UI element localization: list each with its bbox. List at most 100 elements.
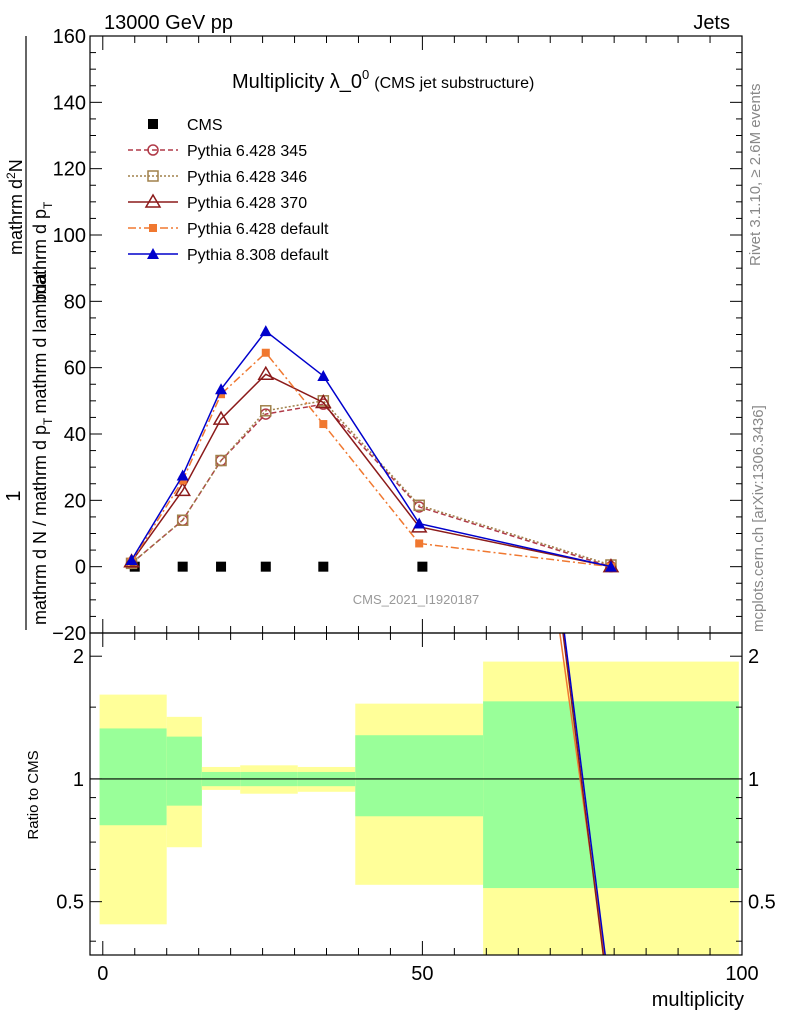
- legend-label-1: Pythia 6.428 345: [187, 143, 307, 160]
- legend-item-1: Pythia 6.428 345: [128, 143, 307, 160]
- series-0-point-1: [177, 561, 188, 572]
- ratio-y-label: Ratio to CMS: [25, 750, 42, 839]
- legend-marker-0: [148, 119, 158, 129]
- legend: CMS Pythia 6.428 345 Pythia 6.428 346 Pythi…: [128, 117, 329, 264]
- series-0-point-4: [318, 561, 329, 572]
- legend-label-0: CMS: [187, 117, 223, 134]
- y-tick-label-20: 20: [64, 490, 86, 512]
- legend-label-4: Pythia 6.428 default: [187, 221, 329, 238]
- y-label-den-main: mathrm d N / mathrm d p: [30, 425, 50, 625]
- series-line-2: [131, 400, 612, 566]
- ratio-tick-label-right-2: 2: [748, 646, 759, 668]
- legend-item-3: Pythia 6.428 370: [128, 193, 307, 212]
- series-2-point-5: [413, 499, 425, 512]
- series-line-3: [130, 373, 612, 568]
- legend-item-2: Pythia 6.428 346: [128, 169, 307, 186]
- y-label-top-num-tail: N: [6, 159, 26, 172]
- series-5-point-5: [413, 517, 426, 529]
- axes: −20 0 20 40 60 80 100 120 140 160 0 50 100 0.5 0.5 1 1 2 2: [52, 26, 776, 985]
- ratio-band-green-6: [483, 701, 739, 889]
- legend-label-2: Pythia 6.428 346: [187, 169, 307, 186]
- series-0-point-3: [260, 561, 271, 572]
- series-3-point-4: [315, 394, 332, 409]
- series-5-point-6: [604, 560, 617, 572]
- series-0-point-5: [417, 561, 428, 572]
- series-2-point-1: [176, 514, 189, 526]
- series-5: [125, 325, 617, 572]
- side-mcplots: mcplots.cern.ch [arXiv:1306.3436]: [750, 405, 767, 632]
- chart-title-main: Multiplicity λ_0: [232, 71, 362, 93]
- ratio-band-green-5: [355, 735, 484, 817]
- legend-marker-5: [147, 248, 159, 259]
- legend-marker-2: [147, 170, 159, 182]
- series-line-5: [130, 330, 612, 568]
- series-0-point-2: [216, 561, 227, 572]
- ratio-tick-label-0.5: 0.5: [56, 892, 84, 914]
- legend-item-4: Pythia 6.428 default: [128, 221, 329, 238]
- legend-item-5: Pythia 8.308 default: [128, 247, 329, 264]
- ratio-tick-label-2: 2: [73, 646, 84, 668]
- series-5-point-3: [259, 325, 272, 337]
- y-tick-label-120: 120: [53, 159, 86, 181]
- y-tick-label-40: 40: [64, 424, 86, 446]
- x-axis-label: multiplicity: [652, 989, 744, 1011]
- series-5-point-2: [215, 383, 228, 395]
- y-tick-label-80: 80: [64, 291, 86, 313]
- ratio-bands: [90, 661, 742, 955]
- y-tick-label-160: 160: [53, 26, 86, 48]
- series-3-point-1: [174, 481, 191, 497]
- y-label-top-num-sup: 2: [4, 172, 18, 179]
- series-1: [125, 398, 617, 573]
- y-label-top-den-main: mathrm d p: [30, 209, 50, 300]
- chart-title-sup: 0: [362, 67, 369, 82]
- x-tick-label-50: 50: [411, 963, 433, 985]
- ratio-frame: [89, 632, 743, 956]
- series-3-point-2: [212, 410, 230, 425]
- y-label-top-den: mathrm d pT: [30, 201, 55, 300]
- y-tick-label-100: 100: [53, 225, 86, 247]
- ratio-tick-label-right-0.5: 0.5: [748, 892, 776, 914]
- y-label-one: 1: [3, 490, 25, 501]
- legend-marker-4: [149, 224, 157, 232]
- y-label-top-num-main: mathrm d: [6, 179, 26, 255]
- series-2-point-3: [260, 405, 272, 417]
- series-3-point-3: [257, 365, 275, 381]
- ratio-tick-label-right-1: 1: [748, 769, 759, 791]
- series-4-point-4: [319, 420, 328, 429]
- series-line-1: [131, 403, 612, 568]
- ratio-line-2: [563, 632, 606, 956]
- series-5-point-4: [317, 369, 330, 381]
- series-3: [123, 365, 620, 573]
- watermark: CMS_2021_I1920187: [353, 592, 480, 607]
- chart-title-suffix: (CMS jet substructure): [374, 75, 534, 92]
- chart-title: Multiplicity λ_00 (CMS jet substructure): [232, 67, 534, 93]
- legend-marker-3: [144, 193, 162, 208]
- series-4-point-3: [261, 348, 270, 357]
- y-tick-label-0: 0: [75, 557, 86, 579]
- side-rivet: Rivet 3.1.10, ≥ 2.6M events: [747, 84, 764, 267]
- ratio-lines: [559, 632, 606, 956]
- y-label-den-tail: mathrm d lambda: [30, 273, 50, 414]
- main-series: [123, 325, 620, 573]
- y-axis-label: 1 mathrm d N / mathrm d pTmathrm d lambd…: [3, 36, 55, 630]
- series-5-point-1: [176, 469, 189, 481]
- y-label-den-sub: T: [41, 417, 55, 425]
- y-tick-label-140: 140: [53, 92, 86, 114]
- series-line-4: [130, 351, 612, 568]
- x-tick-label-0: 0: [97, 963, 108, 985]
- y-tick-label-60: 60: [64, 358, 86, 380]
- y-label-top-den-sub: T: [41, 201, 55, 209]
- y-tick-label--20: −20: [52, 623, 86, 645]
- header-left: 13000 GeV pp: [104, 12, 233, 34]
- series-4: [127, 348, 615, 571]
- series-2-point-2: [215, 454, 227, 467]
- legend-label-3: Pythia 6.428 370: [187, 195, 307, 212]
- x-tick-label-100: 100: [725, 963, 758, 985]
- ratio-line-1: [562, 632, 605, 956]
- legend-item-0: CMS: [148, 117, 223, 134]
- ratio-tick-label-1: 1: [73, 769, 84, 791]
- ratio-band-green-1: [166, 736, 202, 806]
- header-right: Jets: [693, 12, 730, 34]
- legend-label-5: Pythia 8.308 default: [187, 247, 329, 264]
